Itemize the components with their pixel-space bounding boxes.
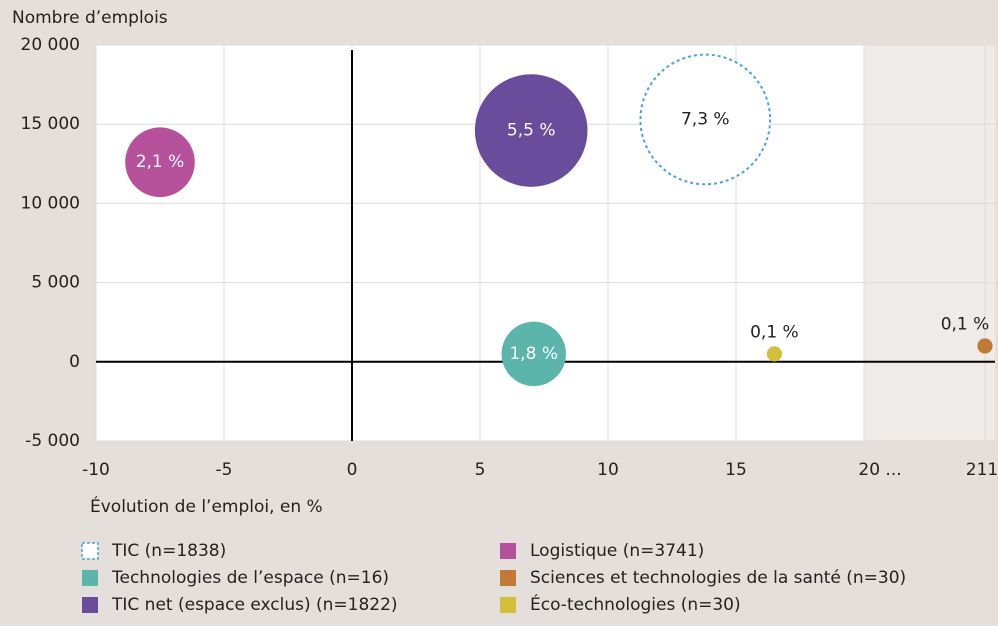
x-axis-label: Évolution de l’emploi, en % — [90, 495, 323, 517]
legend-label: Éco-technologies (n=30) — [530, 593, 741, 615]
data-label: 5,5 % — [507, 121, 556, 141]
legend-label: Logistique (n=3741) — [530, 541, 704, 561]
x-tick-label: 20 ... — [858, 460, 901, 480]
legend-swatch — [82, 570, 98, 586]
legend-swatch — [500, 570, 516, 586]
y-tick-label: -5 000 — [25, 431, 80, 451]
data-label: 1,8 % — [509, 344, 558, 364]
data-label: 2,1 % — [136, 152, 185, 172]
legend-label: Technologies de l’espace (n=16) — [111, 568, 389, 588]
data-label: 0,1 % — [750, 322, 799, 342]
legend-swatch — [82, 597, 98, 613]
legend-swatch — [500, 597, 516, 613]
y-tick-label: 0 — [69, 352, 80, 372]
x-tick-label: -10 — [82, 460, 110, 480]
bubble — [474, 74, 588, 187]
x-tick-label: 10 — [597, 460, 619, 480]
x-tick-label: 211 — [966, 460, 998, 480]
bubble — [125, 127, 195, 197]
y-tick-label: 20 000 — [21, 35, 80, 55]
break-area — [864, 45, 995, 441]
legend-swatch — [500, 543, 516, 559]
legend-swatch — [81, 542, 99, 560]
data-label: 0,1 % — [941, 314, 990, 334]
bubble — [766, 346, 782, 362]
x-tick-label: 15 — [725, 460, 747, 480]
y-tick-label: 10 000 — [21, 193, 80, 213]
y-tick-label: 15 000 — [21, 114, 80, 134]
x-tick-label: 0 — [347, 460, 358, 480]
data-label: 7,3 % — [681, 109, 730, 129]
y-axis-label: Nombre d’emplois — [12, 8, 168, 28]
bubble — [501, 321, 566, 387]
legend-label: TIC net (espace exclus) (n=1822) — [111, 595, 398, 615]
x-tick-label: 5 — [475, 460, 486, 480]
y-tick-label: 5 000 — [31, 273, 80, 293]
legend-label: Sciences et technologies de la santé (n=… — [530, 568, 906, 588]
bubble — [639, 53, 772, 186]
bubble — [977, 338, 993, 354]
legend-label: TIC (n=1838) — [111, 541, 226, 561]
x-tick-label: -5 — [216, 460, 233, 480]
